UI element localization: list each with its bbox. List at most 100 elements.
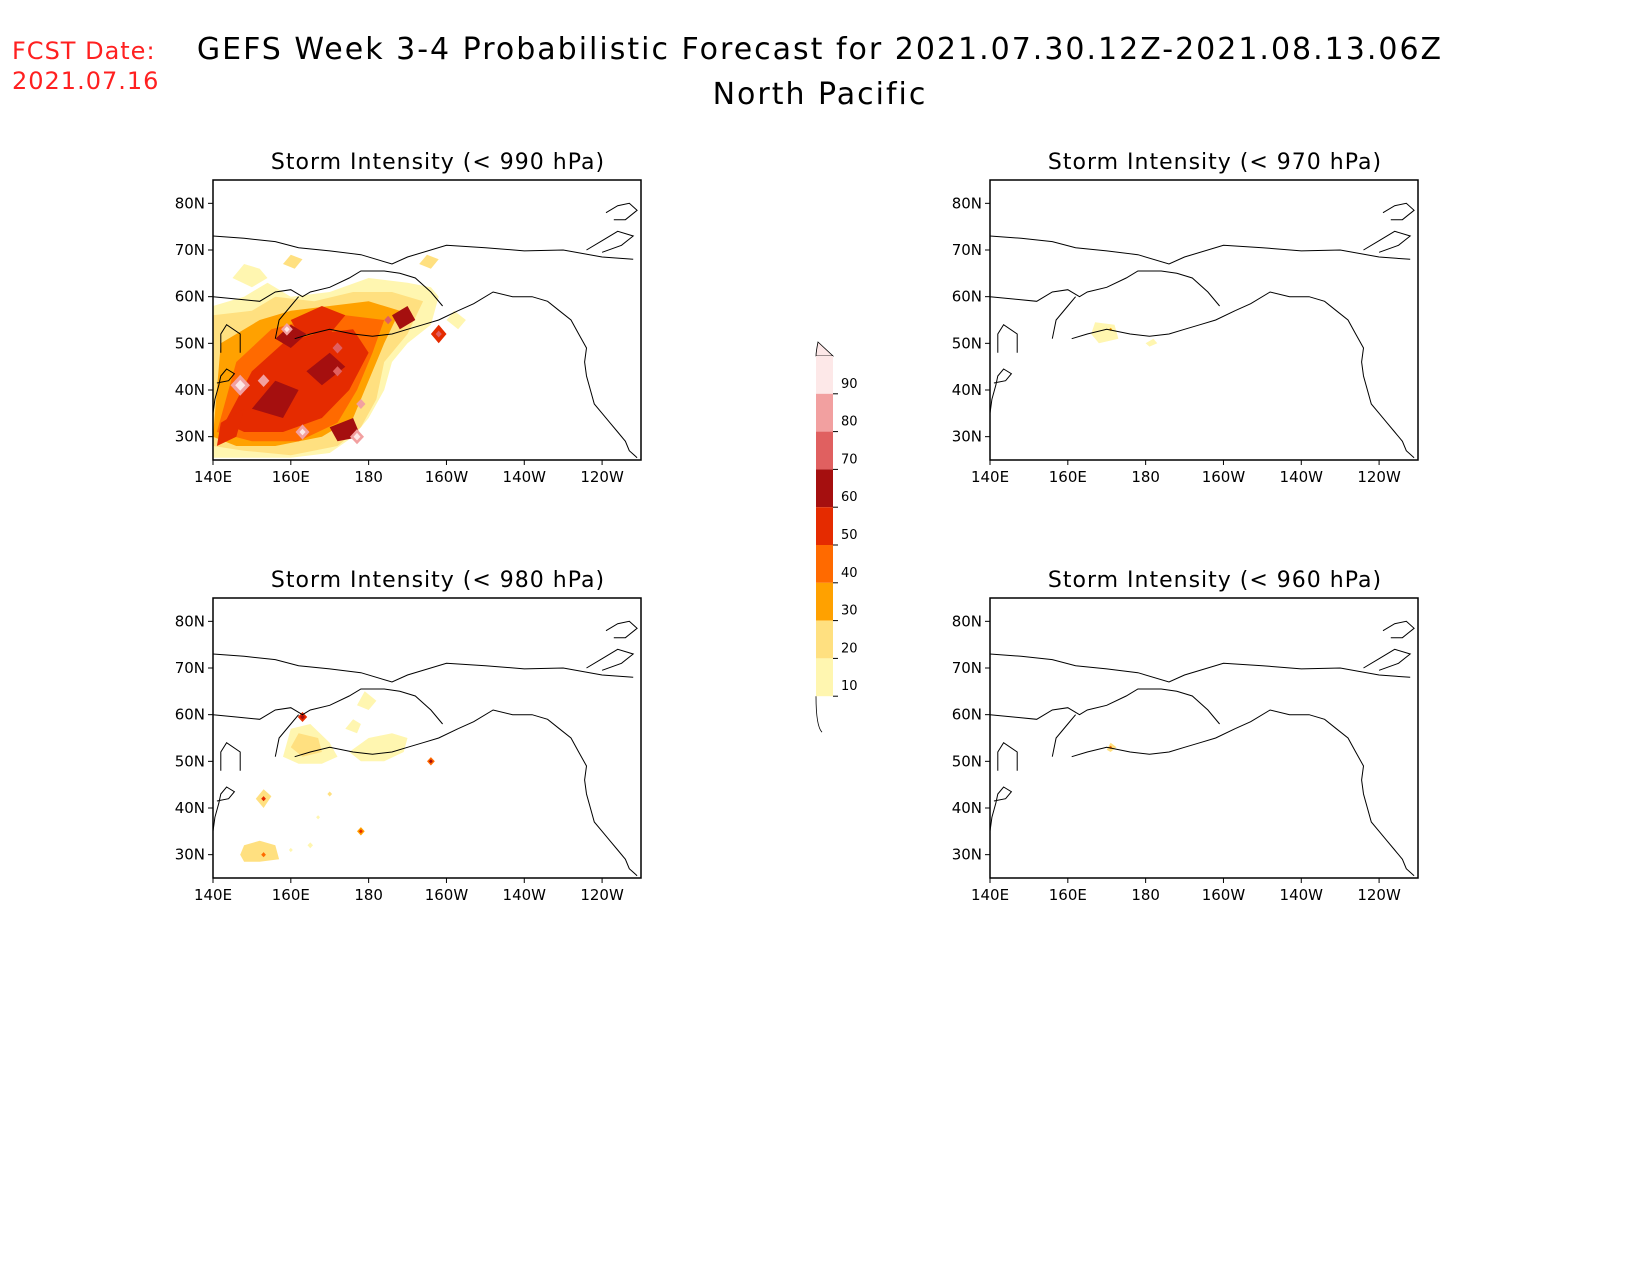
probability-peak (300, 714, 305, 720)
coastline (274, 296, 299, 339)
lon-tick-label: 160E (1049, 468, 1087, 486)
probability-area (240, 840, 280, 862)
lat-tick-label: 40N (175, 381, 205, 399)
map-frame (212, 597, 642, 879)
coastline (1363, 648, 1412, 671)
coastline (989, 270, 1220, 307)
lat-tick-label: 80N (175, 612, 205, 630)
coastline (1051, 296, 1076, 339)
lat-tick-label: 60N (175, 706, 205, 724)
probability-peak (356, 399, 366, 409)
colorbar-swatch (816, 507, 833, 545)
coastline (212, 786, 236, 832)
colorbar-swatch (816, 356, 833, 394)
probability-shading (1091, 322, 1158, 347)
probability-peak (257, 374, 270, 387)
panel-960: Storm Intensity (< 960 hPa) 80N 70N 60N 50N… (945, 568, 1485, 928)
probability-peak (316, 815, 320, 820)
lat-tick-label: 70N (175, 659, 205, 677)
map-frame (989, 179, 1419, 461)
coastline (1382, 620, 1415, 639)
map-background (990, 180, 1418, 460)
probability-peak (358, 829, 363, 834)
coastline (989, 653, 1411, 683)
probability-area (290, 306, 346, 334)
colorbar-swatch (816, 393, 833, 432)
colorbar-label: 40 (841, 566, 858, 581)
colorbar-swatch (816, 620, 833, 659)
colorbar-swatch (816, 469, 833, 508)
lat-tick-label: 50N (952, 334, 982, 352)
probability-area (419, 254, 439, 269)
probability-peak (235, 379, 246, 391)
lon-tick-label: 160E (272, 886, 310, 904)
coastline (605, 620, 638, 639)
map-960: 80N 70N 60N 50N 40N 30N 140E 160E 180 160W 140W 120… (952, 597, 1419, 904)
colorbar-swatch (816, 658, 833, 697)
lon-tick-label: 160E (272, 468, 310, 486)
probability-peak (284, 326, 290, 333)
coastline (212, 653, 634, 683)
lon-tick-label: 180 (1131, 886, 1160, 904)
map-990: 80N 70N 60N 50N 40N 30N 140E 160E 180 160W 140W 120… (175, 179, 642, 486)
coastline (220, 741, 241, 771)
lon-tick-label: 160W (425, 468, 469, 486)
lat-tick-label: 70N (952, 659, 982, 677)
colorbar-swatch (816, 431, 833, 470)
probability-shading (240, 691, 435, 862)
forecast-date-label: FCST Date: 2021.07.16 (12, 36, 159, 96)
probability-area (392, 306, 416, 330)
lat-tick-label: 70N (952, 241, 982, 259)
lon-tick-label: 160E (1049, 886, 1087, 904)
probability-peak (307, 842, 313, 849)
coastline (586, 648, 635, 671)
lat-tick-label: 80N (175, 194, 205, 212)
map-background (990, 598, 1418, 878)
lat-tick-label: 60N (952, 288, 982, 306)
coastline (294, 728, 459, 758)
lat-tick-label: 30N (175, 428, 205, 446)
coastline (1051, 714, 1076, 757)
coastline (220, 323, 241, 353)
colorbar-label: 90 (841, 377, 858, 392)
coastline (997, 741, 1018, 771)
coastlines (989, 620, 1415, 877)
colorbar-swatch (816, 545, 833, 583)
lon-tick-label: 180 (354, 468, 383, 486)
lat-tick-label: 40N (952, 381, 982, 399)
lon-tick-label: 180 (354, 886, 383, 904)
lat-tick-label: 50N (175, 752, 205, 770)
coastline (989, 368, 1013, 414)
lat-tick-label: 80N (952, 612, 982, 630)
colorbar-bottom-cap (815, 696, 823, 733)
figure-title: GEFS Week 3-4 Probabilistic Forecast for… (196, 32, 1444, 67)
lat-tick-label: 30N (952, 428, 982, 446)
lon-tick-label: 140W (503, 468, 547, 486)
probability-shading (213, 254, 466, 458)
lat-tick-label: 40N (952, 799, 982, 817)
lat-tick-label: 50N (175, 334, 205, 352)
probability-peak (428, 759, 433, 764)
coastline (212, 368, 236, 414)
coastlines (212, 202, 638, 459)
probability-area (216, 408, 245, 446)
coastline (457, 291, 638, 459)
coastline (1071, 728, 1236, 758)
lon-tick-label: 140W (503, 886, 547, 904)
coastline (294, 310, 459, 340)
lon-tick-label: 120W (1357, 886, 1401, 904)
fcst-date-caption: FCST Date: (12, 37, 156, 65)
panel-title: Storm Intensity (< 970 hPa) (1047, 150, 1383, 175)
probability-peak (299, 428, 306, 436)
coastline (274, 714, 299, 757)
lon-tick-label: 140E (971, 468, 1009, 486)
lon-tick-label: 120W (580, 886, 624, 904)
coastline (989, 786, 1013, 832)
coastline (989, 688, 1220, 725)
lon-tick-label: 140W (1280, 886, 1324, 904)
lat-tick-label: 60N (175, 288, 205, 306)
probability-area (283, 254, 303, 269)
lon-tick-label: 140E (971, 886, 1009, 904)
probability-peak (353, 432, 361, 441)
lon-tick-label: 120W (1357, 468, 1401, 486)
